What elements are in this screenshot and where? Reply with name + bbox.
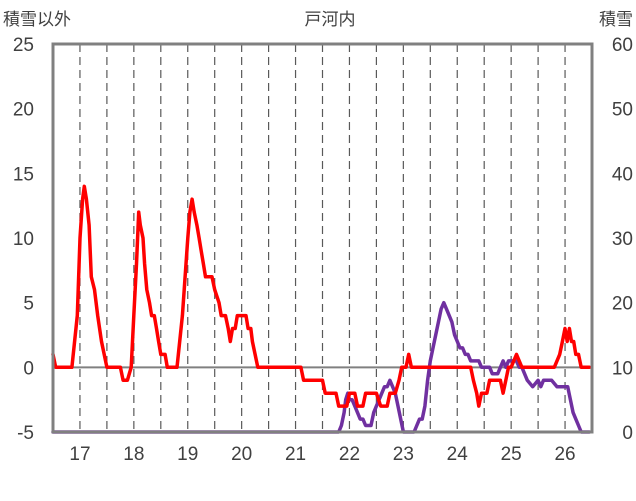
y-left-tick-label: -5 bbox=[17, 423, 34, 444]
y-left-tick-label: 20 bbox=[13, 100, 34, 121]
y-left-tick-label: 0 bbox=[23, 358, 34, 379]
x-tick-label: 22 bbox=[339, 444, 360, 465]
left-axis-title: 積雪以外 bbox=[3, 10, 71, 30]
y-left-tick-label: 25 bbox=[13, 35, 34, 56]
series-line-snow-depth bbox=[51, 300, 592, 434]
tick-labels: 17 18 19 20 21 22 23 24 25 262520151050-560504030… bbox=[13, 35, 633, 465]
y-left-tick-label: 15 bbox=[13, 164, 34, 185]
y-left-tick-label: 10 bbox=[13, 229, 34, 250]
x-tick-label: 17 bbox=[69, 444, 90, 465]
series-group bbox=[51, 184, 592, 434]
y-right-tick-label: 10 bbox=[612, 358, 633, 379]
x-tick-label: 25 bbox=[501, 444, 522, 465]
y-right-tick-label: 40 bbox=[612, 164, 633, 185]
x-tick-label: 20 bbox=[231, 444, 252, 465]
y-right-tick-label: 0 bbox=[622, 423, 633, 444]
x-tick-label: 26 bbox=[554, 444, 575, 465]
x-tick-label: 18 bbox=[123, 444, 144, 465]
y-right-tick-label: 20 bbox=[612, 294, 633, 315]
x-tick-label: 21 bbox=[285, 444, 306, 465]
plot-frame bbox=[51, 42, 594, 434]
y-right-tick-label: 30 bbox=[612, 229, 633, 250]
chart-title: 戸河内 bbox=[305, 10, 356, 30]
y-left-tick-label: 5 bbox=[23, 294, 34, 315]
x-tick-label: 23 bbox=[393, 444, 414, 465]
right-axis-title: 積雪 bbox=[599, 10, 633, 30]
grid bbox=[53, 44, 592, 432]
y-right-tick-label: 50 bbox=[612, 100, 633, 121]
x-tick-label: 19 bbox=[177, 444, 198, 465]
series-line-other bbox=[51, 184, 592, 408]
x-tick-label: 24 bbox=[447, 444, 469, 465]
y-right-tick-label: 60 bbox=[612, 35, 633, 56]
